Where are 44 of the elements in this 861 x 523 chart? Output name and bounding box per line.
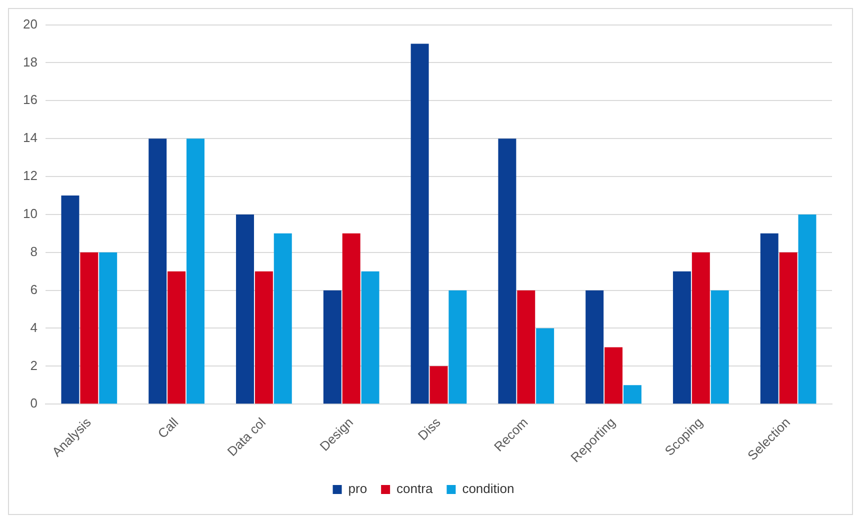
legend-label: condition <box>462 481 514 496</box>
y-tick-label: 20 <box>22 16 38 32</box>
bar <box>361 271 380 404</box>
bar <box>586 290 604 404</box>
legend-label: contra <box>396 481 434 496</box>
y-tick-label: 0 <box>30 396 38 411</box>
bar <box>99 252 118 404</box>
y-tick-label: 10 <box>22 206 38 222</box>
bar <box>536 328 554 404</box>
y-tick-label: 8 <box>30 244 38 259</box>
x-tick-label: Data col <box>224 414 269 460</box>
bar <box>274 233 292 404</box>
bar <box>779 252 798 404</box>
bar <box>517 290 536 404</box>
y-tick-label: 4 <box>30 320 38 335</box>
bar <box>498 138 516 404</box>
x-tick-label: Call <box>154 414 182 442</box>
bar <box>61 195 80 404</box>
y-tick-label: 18 <box>22 54 38 70</box>
bar <box>254 271 273 404</box>
y-tick-label: 16 <box>22 92 38 108</box>
bar <box>692 252 710 404</box>
x-tick-label: Diss <box>414 414 444 444</box>
bar <box>430 366 448 404</box>
bar <box>148 138 167 404</box>
bar <box>604 347 623 404</box>
bar <box>186 138 204 404</box>
y-tick-label: 6 <box>30 282 38 297</box>
y-tick-label: 12 <box>22 168 38 184</box>
bar <box>760 233 778 404</box>
bar <box>342 233 360 404</box>
bar <box>448 290 467 404</box>
bar <box>672 271 691 404</box>
bar <box>623 385 642 404</box>
bar <box>710 290 729 404</box>
bar <box>798 214 816 404</box>
bar <box>323 290 342 404</box>
bar <box>80 252 98 404</box>
legend-label: pro <box>348 481 368 496</box>
y-tick-label: 2 <box>30 358 38 373</box>
bar <box>236 214 254 404</box>
bar <box>410 44 429 404</box>
bar <box>168 271 186 404</box>
y-tick-label: 14 <box>22 130 38 146</box>
